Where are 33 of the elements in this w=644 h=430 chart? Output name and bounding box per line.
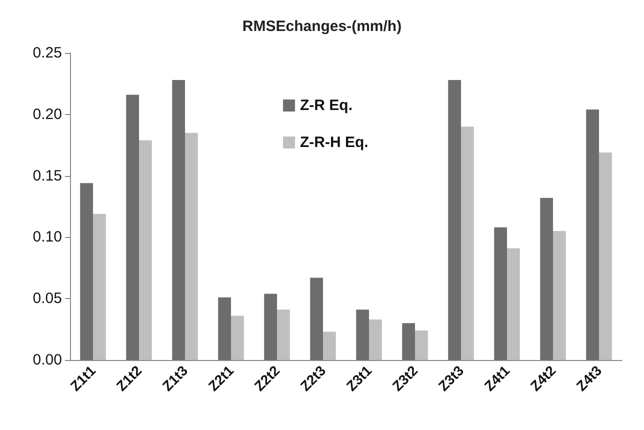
y-tick-label: 0.00 (32, 352, 62, 368)
bar (231, 316, 244, 360)
bar (93, 214, 106, 360)
bar (586, 109, 599, 360)
bar (494, 227, 507, 360)
chart-title: RMSEchanges-(mm/h) (242, 18, 402, 35)
bar (461, 126, 474, 360)
legend-label: Z-R Eq. (300, 97, 352, 114)
bar (415, 330, 428, 360)
bar (369, 319, 382, 360)
bar (310, 278, 323, 360)
bar (264, 294, 277, 360)
y-tick-label: 0.20 (32, 106, 62, 123)
y-tick-label: 0.10 (32, 228, 62, 246)
y-tick-label: 0.25 (32, 44, 62, 62)
y-tick-label: 0.15 (32, 167, 62, 184)
bar (277, 310, 290, 360)
bar (448, 80, 461, 360)
bar (172, 80, 185, 360)
bar (139, 140, 152, 360)
bar (218, 297, 231, 360)
bar (185, 132, 198, 360)
bar (356, 310, 369, 360)
bar (599, 152, 612, 360)
y-tick-label: 0.05 (32, 290, 62, 308)
legend-label: Z-R-H Eq. (300, 134, 368, 151)
bar (553, 231, 566, 360)
bar (507, 248, 520, 360)
bar (540, 198, 553, 360)
bar (80, 183, 93, 360)
bar (323, 332, 336, 360)
bar (126, 94, 139, 360)
bar (402, 323, 415, 360)
